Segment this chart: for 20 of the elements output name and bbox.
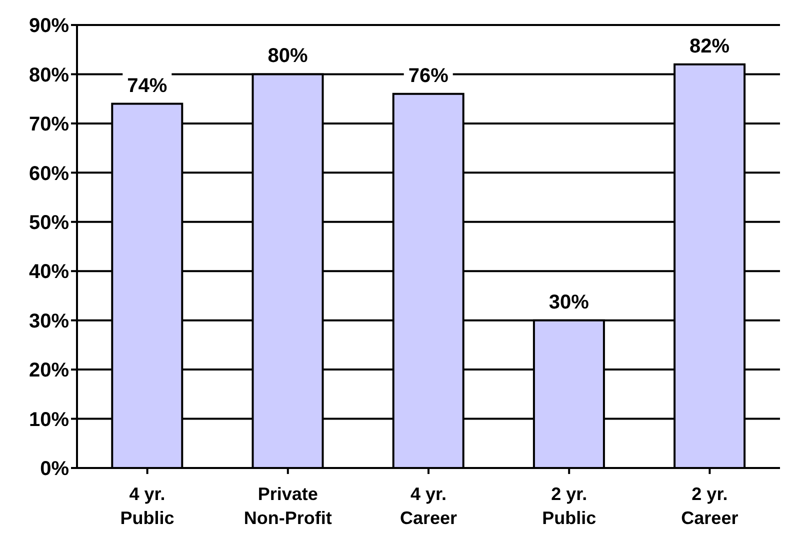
y-tick-label: 30% <box>28 310 70 332</box>
y-tick-label: 80% <box>28 64 70 86</box>
data-label: 76% <box>408 64 449 87</box>
data-label: 80% <box>268 45 308 68</box>
data-label: 82% <box>690 35 730 58</box>
y-tick-label: 20% <box>28 360 70 382</box>
data-label: 30% <box>548 291 590 314</box>
x-tick-label: 4 yr. Public <box>120 484 174 528</box>
y-tick-label: 50% <box>28 212 70 234</box>
data-label: 74% <box>127 74 168 97</box>
y-tick-label: 0% <box>40 458 70 480</box>
x-tick-label: 2 yr. Public <box>542 484 596 528</box>
y-tick-label: 60% <box>28 162 70 185</box>
y-tick-label: 70% <box>28 114 70 136</box>
x-tick-label: 2 yr. Career <box>681 484 738 528</box>
x-tick-label: Private Non-Profit <box>244 484 332 528</box>
y-tick-label: 90% <box>28 15 70 38</box>
y-tick-label: 40% <box>28 261 70 284</box>
x-tick-label: 4 yr. Career <box>400 484 458 528</box>
y-tick-label: 10% <box>28 408 70 431</box>
